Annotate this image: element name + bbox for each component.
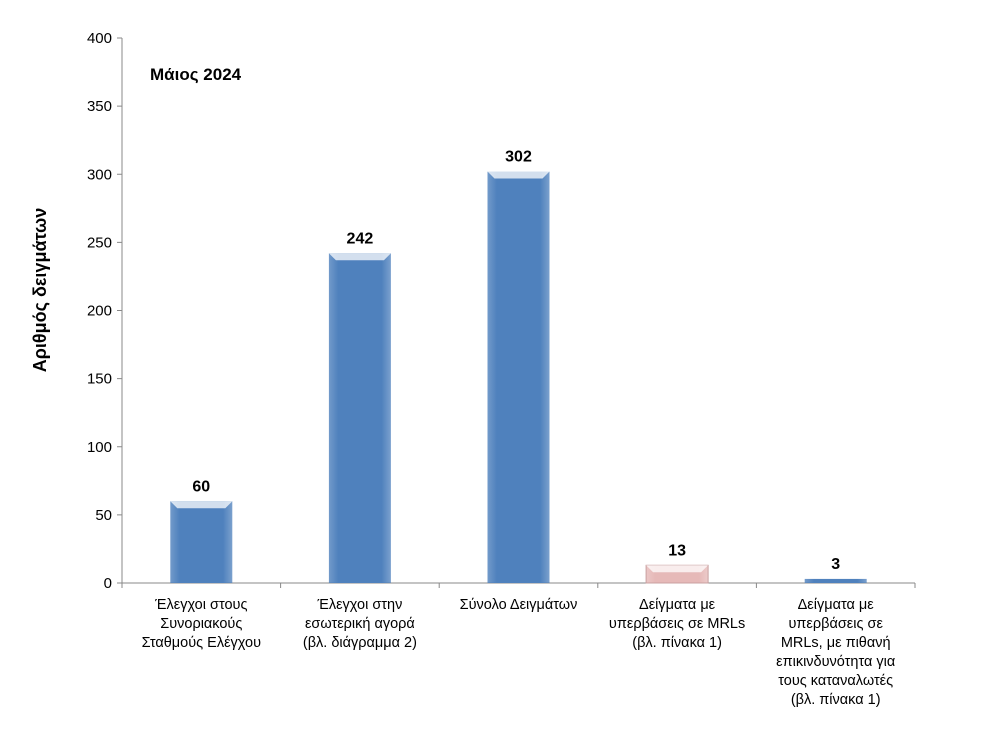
x-tick-label-line: Σταθμούς Ελέγχου xyxy=(142,635,262,651)
y-tick-label: 200 xyxy=(87,303,112,320)
chart-title: Μάιος 2024 xyxy=(150,65,242,84)
data-label: 302 xyxy=(505,149,532,166)
x-tick-label: Σύνολο Δειγμάτων xyxy=(460,597,578,613)
x-tick-label-line: (βλ. διάγραμμα 2) xyxy=(303,635,417,651)
x-tick-label-line: επικινδυνότητα για xyxy=(776,654,895,670)
bar xyxy=(487,171,550,583)
y-tick-label: 50 xyxy=(95,507,112,524)
x-tick-label-line: εσωτερική αγορά xyxy=(305,616,415,632)
y-tick-label: 350 xyxy=(87,98,112,115)
x-tick-label-line: (βλ. πίνακα 1) xyxy=(791,692,881,708)
y-tick-label: 100 xyxy=(87,439,112,456)
bar-highlight xyxy=(328,253,391,261)
x-tick-label-line: MRLs, με πιθανή xyxy=(781,635,891,651)
data-label: 3 xyxy=(831,556,840,573)
x-tick-label-line: Δείγματα με xyxy=(798,597,875,613)
y-tick-label: 250 xyxy=(87,234,112,251)
bar-highlight xyxy=(170,501,233,509)
y-tick-label: 150 xyxy=(87,371,112,388)
y-tick-label: 300 xyxy=(87,166,112,183)
y-tick-label: 400 xyxy=(87,30,112,47)
bar xyxy=(804,578,867,583)
x-tick-label-line: Σύνολο Δειγμάτων xyxy=(460,597,578,613)
x-tick-label: Δείγματα με υπερβάσεις σε MRLs (βλ. πίνακα… xyxy=(609,597,745,651)
x-tick-label-line: Έλεγχοι στην xyxy=(316,597,402,613)
bar xyxy=(328,253,391,583)
x-tick-label: Έλεγχοι στους Συνοριακούς Σταθμούς Ελέγχου xyxy=(142,597,262,651)
x-tick-label-line: Συνοριακούς xyxy=(160,616,242,632)
x-tick-label-line: (βλ. πίνακα 1) xyxy=(632,635,722,651)
x-tick-label-line: υπερβάσεις σε xyxy=(788,616,883,632)
x-tick-label-line: τους καταναλωτές xyxy=(778,673,893,689)
x-tick-label: Έλεγχοι στην εσωτερική αγορά (βλ. διάγραμμ… xyxy=(303,597,417,651)
data-label: 13 xyxy=(668,542,686,559)
x-tick-label-line: Έλεγχοι στους xyxy=(154,597,247,613)
y-axis-label: Αριθμός δειγμάτων xyxy=(30,208,50,373)
data-label: 242 xyxy=(347,230,374,247)
x-tick-label-line: υπερβάσεις σε MRLs xyxy=(609,616,745,632)
bar-highlight xyxy=(646,565,709,573)
data-label: 60 xyxy=(192,478,210,495)
y-tick-label: 0 xyxy=(104,575,112,592)
bar-highlight xyxy=(487,171,550,179)
x-tick-label-line: Δείγματα με xyxy=(639,597,716,613)
x-tick-label: Δείγματα με υπερβάσεις σε MRLs, με πιθανή ε… xyxy=(776,597,895,708)
bar xyxy=(170,501,233,583)
